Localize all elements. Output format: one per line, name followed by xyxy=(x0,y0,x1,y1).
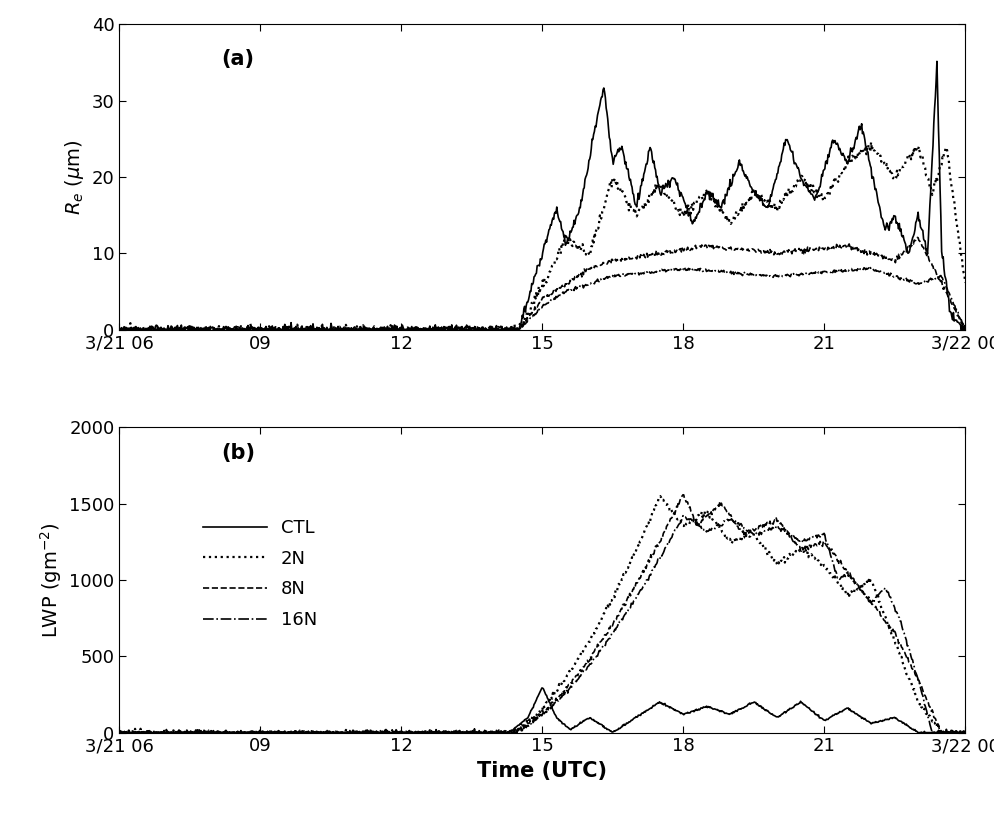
Line: 16N: 16N xyxy=(119,516,964,733)
16N xyxy=(113,728,125,737)
2N xyxy=(905,677,916,687)
2N xyxy=(654,491,666,501)
CTL xyxy=(224,728,236,737)
16N xyxy=(551,695,563,705)
Legend: CTL, 2N, 8N, 16N: CTL, 2N, 8N, 16N xyxy=(196,512,324,636)
X-axis label: Time (UTC): Time (UTC) xyxy=(477,761,606,781)
Text: (a): (a) xyxy=(221,49,253,69)
8N xyxy=(958,728,970,737)
2N xyxy=(113,728,125,737)
16N xyxy=(958,728,970,737)
Line: 8N: 8N xyxy=(119,495,964,733)
Y-axis label: LWP (gm$^{-2}$): LWP (gm$^{-2}$) xyxy=(38,522,64,638)
CTL xyxy=(536,683,548,693)
8N xyxy=(550,694,562,703)
16N xyxy=(905,654,916,664)
8N xyxy=(427,728,439,737)
Text: (b): (b) xyxy=(221,443,254,462)
8N xyxy=(725,512,737,522)
CTL xyxy=(337,728,349,737)
8N xyxy=(113,728,125,737)
16N xyxy=(726,515,738,525)
CTL xyxy=(551,713,563,723)
Line: 2N: 2N xyxy=(119,496,964,733)
2N xyxy=(725,539,737,549)
2N xyxy=(427,728,439,737)
16N xyxy=(338,728,350,737)
CTL xyxy=(725,708,737,718)
CTL xyxy=(427,728,439,737)
Line: CTL: CTL xyxy=(119,688,964,733)
16N xyxy=(676,511,688,521)
CTL xyxy=(113,728,125,737)
2N xyxy=(550,685,562,695)
2N xyxy=(337,727,349,737)
8N xyxy=(224,728,236,737)
16N xyxy=(225,728,237,737)
Y-axis label: $R_e$ ($\mu$m): $R_e$ ($\mu$m) xyxy=(64,139,86,215)
8N xyxy=(337,728,349,737)
2N xyxy=(224,728,236,737)
16N xyxy=(428,727,440,737)
CTL xyxy=(958,728,970,737)
8N xyxy=(905,661,916,671)
CTL xyxy=(905,723,916,733)
2N xyxy=(958,726,970,736)
8N xyxy=(676,490,688,500)
16N xyxy=(116,728,128,737)
